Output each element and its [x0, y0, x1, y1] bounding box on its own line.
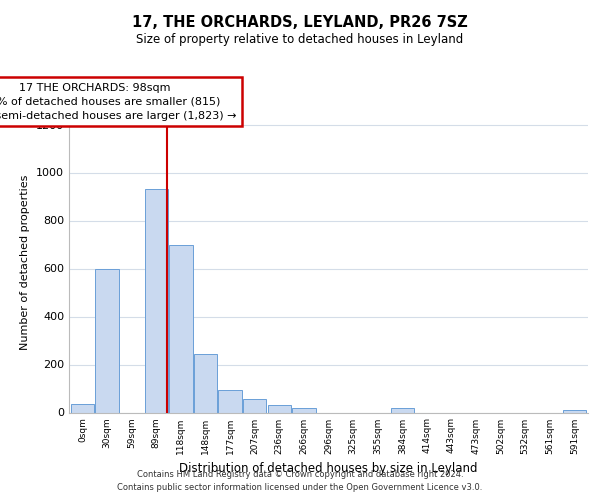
Bar: [169, 244, 193, 412]
Text: 17 THE ORCHARDS: 98sqm
← 30% of detached houses are smaller (815)
68% of semi-de: 17 THE ORCHARDS: 98sqm ← 30% of detached…: [0, 83, 236, 121]
Y-axis label: Number of detached properties: Number of detached properties: [20, 175, 31, 350]
Bar: [243, 400, 266, 412]
Text: Contains public sector information licensed under the Open Government Licence v3: Contains public sector information licen…: [118, 484, 482, 492]
Bar: [563, 410, 586, 412]
Bar: [71, 404, 94, 412]
Bar: [194, 354, 217, 412]
Bar: [292, 408, 316, 412]
Bar: [95, 268, 119, 412]
Bar: [268, 406, 291, 412]
Text: 17, THE ORCHARDS, LEYLAND, PR26 7SZ: 17, THE ORCHARDS, LEYLAND, PR26 7SZ: [132, 15, 468, 30]
X-axis label: Distribution of detached houses by size in Leyland: Distribution of detached houses by size …: [179, 462, 478, 475]
Bar: [145, 190, 168, 412]
Text: Size of property relative to detached houses in Leyland: Size of property relative to detached ho…: [136, 32, 464, 46]
Bar: [391, 408, 414, 412]
Text: Contains HM Land Registry data © Crown copyright and database right 2024.: Contains HM Land Registry data © Crown c…: [137, 470, 463, 479]
Bar: [218, 390, 242, 412]
